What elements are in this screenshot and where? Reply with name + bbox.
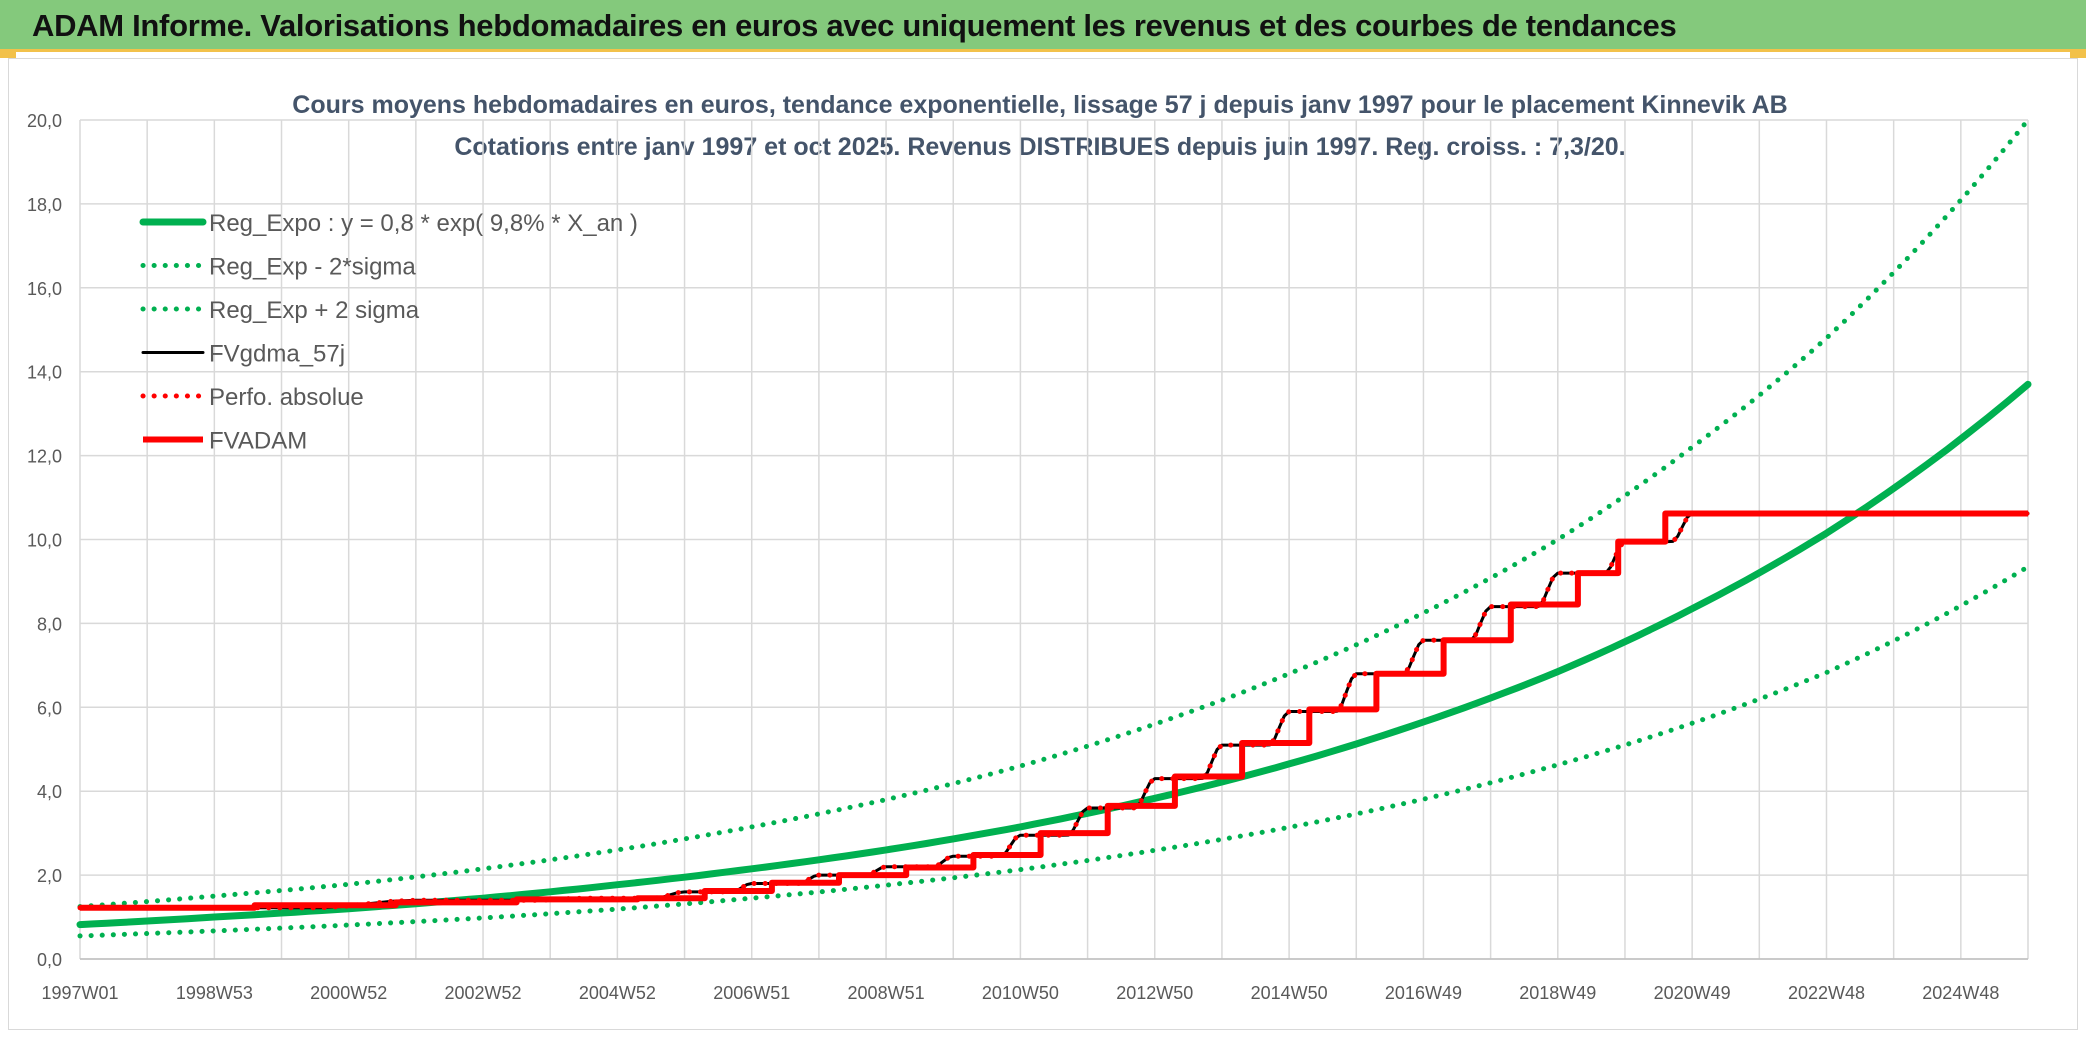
chart-title-line1: Cours moyens hebdomadaires en euros, ten… — [292, 91, 1787, 119]
chart-title-line2: Cotations entre janv 1997 et oct 2025. R… — [454, 133, 1625, 161]
y-tick-label: 20,0 — [27, 111, 62, 131]
y-tick-label: 14,0 — [27, 363, 62, 383]
x-tick-label: 2010W50 — [982, 983, 1059, 1003]
x-tick-label: 1997W01 — [41, 983, 118, 1003]
x-tick-label: 2004W52 — [579, 983, 656, 1003]
chart-frame — [8, 58, 2078, 1030]
report-title: ADAM Informe. Valorisations hebdomadaire… — [32, 8, 1677, 43]
y-tick-label: 12,0 — [27, 447, 62, 467]
x-tick-label: 2024W48 — [1922, 983, 1999, 1003]
x-tick-label: 2016W49 — [1385, 983, 1462, 1003]
x-tick-label: 2014W50 — [1251, 983, 1328, 1003]
y-tick-label: 2,0 — [37, 866, 62, 886]
x-tick-label: 2008W51 — [848, 983, 925, 1003]
series-line-0 — [76, 380, 2032, 929]
series-line-1 — [77, 564, 2031, 939]
axes: 0,0 2,0 4,0 6,0 8,0 10,0 12,0 14,0 16,0 18,0 20,0 1… — [27, 111, 2028, 1003]
y-tick-label: 4,0 — [37, 782, 62, 802]
series-line-4 — [77, 511, 2031, 911]
y-tick-label: 6,0 — [37, 698, 62, 718]
legend-label: Reg_Exp - 2*sigma — [209, 254, 416, 281]
x-tick-label: 1998W53 — [176, 983, 253, 1003]
x-tick-label: 2022W48 — [1788, 983, 1865, 1003]
x-tick-label: 2020W49 — [1654, 983, 1731, 1003]
y-tick-label: 8,0 — [37, 614, 62, 634]
legend-label: Perfo. absolue — [209, 384, 364, 411]
series-line-5 — [80, 510, 2028, 911]
legend-label: Reg_Exp + 2 sigma — [209, 297, 420, 324]
y-tick-label: 0,0 — [37, 950, 62, 970]
x-tick-label: 2000W52 — [310, 983, 387, 1003]
legend-label: FVgdma_57j — [209, 341, 345, 368]
x-tick-label: 2002W52 — [445, 983, 522, 1003]
y-tick-label: 16,0 — [27, 279, 62, 299]
y-tick-label: 18,0 — [27, 195, 62, 215]
x-tick-label: 2006W51 — [713, 983, 790, 1003]
x-tick-label: 2012W50 — [1116, 983, 1193, 1003]
legend: Reg_Expo : y = 0,8 * exp( 9,8% * X_an ) R… — [139, 210, 638, 455]
legend-label: FVADAM — [209, 428, 307, 455]
series-line-2 — [77, 117, 2031, 910]
banner-corner-left — [0, 52, 16, 58]
series-line-3 — [78, 512, 2030, 910]
x-tick-label: 2018W49 — [1519, 983, 1596, 1003]
series-area — [76, 117, 2032, 939]
grid — [79, 119, 2029, 960]
banner-corner-right — [2070, 52, 2086, 58]
legend-label: Reg_Expo : y = 0,8 * exp( 9,8% * X_an ) — [209, 210, 638, 237]
report-banner: ADAM Informe. Valorisations hebdomadaire… — [0, 0, 2086, 52]
y-tick-label: 10,0 — [27, 531, 62, 551]
